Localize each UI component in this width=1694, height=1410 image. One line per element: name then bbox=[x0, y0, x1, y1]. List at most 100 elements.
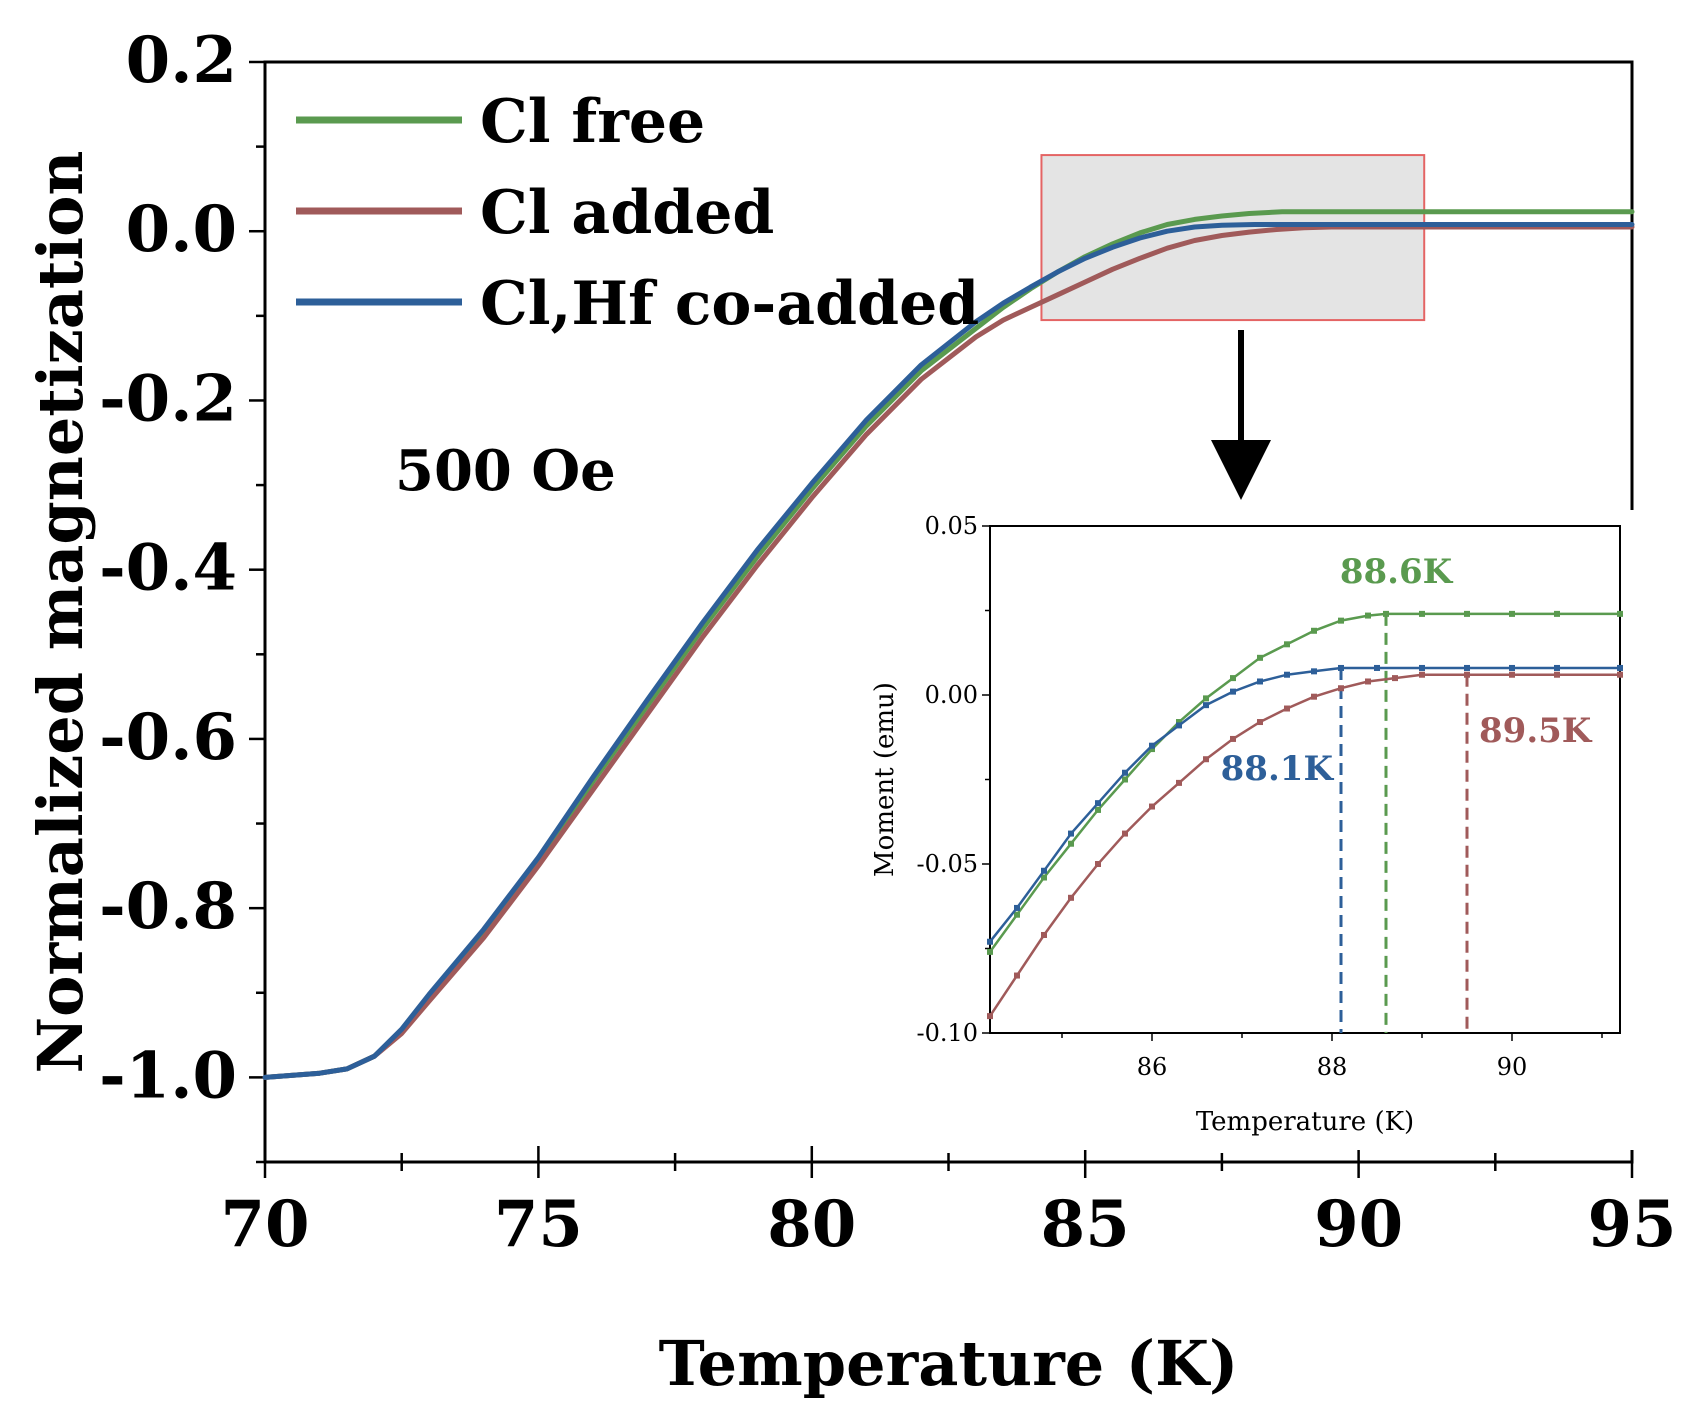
inset-y-axis-title: Moment (emu) bbox=[870, 682, 900, 877]
inset-data-point bbox=[1122, 776, 1128, 783]
inset-data-point bbox=[987, 938, 993, 945]
inset-data-point bbox=[1068, 830, 1074, 837]
legend-label: Cl,Hf co-added bbox=[480, 269, 979, 339]
inset-data-point bbox=[1149, 803, 1155, 810]
inset-series bbox=[987, 610, 1623, 1020]
inset-markers: 88.6K 88.1K 89.5K bbox=[1221, 552, 1593, 1033]
legend-label: Cl added bbox=[480, 178, 774, 248]
inset-data-point bbox=[1041, 874, 1047, 881]
inset-data-point bbox=[1554, 671, 1560, 678]
field-annotation: 500 Oe bbox=[395, 438, 616, 504]
inset-data-point bbox=[1338, 685, 1344, 692]
inset-data-point bbox=[1203, 695, 1209, 702]
inset-x-tick-label: 88 bbox=[1317, 1053, 1348, 1081]
inset-data-point bbox=[1617, 664, 1623, 671]
inset-data-point bbox=[1374, 664, 1380, 671]
main-ticks bbox=[249, 60, 1634, 1178]
inset-x-tick-label: 90 bbox=[1497, 1053, 1528, 1081]
inset-y-tick-label: 0.05 bbox=[925, 512, 978, 540]
main-y-tick-label: -1.0 bbox=[99, 1038, 237, 1113]
inset-data-point bbox=[1068, 894, 1074, 901]
inset-data-point bbox=[1419, 664, 1425, 671]
inset-data-point bbox=[1095, 800, 1101, 807]
inset-data-point bbox=[1464, 671, 1470, 678]
inset-data-point bbox=[1122, 830, 1128, 837]
inset-data-point bbox=[1365, 678, 1371, 685]
main-x-axis-title: Temperature (K) bbox=[659, 1327, 1239, 1400]
inset-data-point bbox=[1203, 702, 1209, 709]
main-chart: 70 75 80 85 90 95 0.20.0-0.2-0.4-0.6-0.8-1.0 … bbox=[24, 23, 1677, 1400]
main-y-tick-label: 0.0 bbox=[126, 192, 237, 267]
inset-data-point bbox=[1509, 664, 1515, 671]
inset-data-point bbox=[1095, 806, 1101, 813]
inset-marker-label: 89.5K bbox=[1479, 711, 1593, 751]
inset-data-point bbox=[1509, 671, 1515, 678]
inset-data-point bbox=[1554, 610, 1560, 617]
inset-data-point bbox=[1149, 742, 1155, 749]
main-y-tick-label: -0.4 bbox=[99, 531, 237, 606]
inset-ticks bbox=[982, 525, 1603, 1041]
inset-y-tick-label: 0.00 bbox=[925, 681, 978, 709]
main-y-tick-label: 0.2 bbox=[126, 23, 237, 98]
inset-data-point bbox=[1419, 671, 1425, 678]
inset-x-tick-labels: 86 88 90 bbox=[1137, 1053, 1528, 1081]
main-x-tick-label: 75 bbox=[494, 1187, 583, 1262]
main-x-tick-label: 85 bbox=[1041, 1187, 1130, 1262]
inset-data-point bbox=[987, 1013, 993, 1020]
legend-label: Cl free bbox=[480, 87, 705, 157]
inset-data-point bbox=[1464, 610, 1470, 617]
inset-chart: 86 88 90 0.05 0.00 -0.05 -0.10 88.6K 88.1K 89.5… bbox=[870, 510, 1640, 1150]
inset-data-point bbox=[1338, 617, 1344, 624]
inset-data-point bbox=[1554, 664, 1560, 671]
inset-data-point bbox=[1257, 654, 1263, 661]
main-x-tick-label: 80 bbox=[767, 1187, 856, 1262]
main-series bbox=[262, 209, 1635, 1080]
inset-data-point bbox=[1311, 693, 1317, 700]
inset-data-point bbox=[1230, 675, 1236, 682]
inset-data-point bbox=[1383, 610, 1389, 617]
inset-data-point bbox=[1041, 867, 1047, 874]
inset-data-point bbox=[1338, 664, 1344, 671]
main-y-tick-labels: 0.2 0.0 -0.2 -0.4 -0.6 -0.8 -1.0 bbox=[99, 23, 237, 1113]
inset-data-point bbox=[1230, 735, 1236, 742]
inset-data-point bbox=[1392, 675, 1398, 682]
inset-data-point bbox=[1176, 779, 1182, 786]
inset-data-point bbox=[1068, 840, 1074, 847]
highlight-box bbox=[1040, 154, 1426, 322]
inset-data-point bbox=[1149, 746, 1155, 753]
inset-data-point bbox=[1257, 719, 1263, 726]
inset-marker-label: 88.1K bbox=[1221, 749, 1335, 789]
inset-series-line bbox=[989, 666, 1620, 943]
main-y-tick-label: -0.8 bbox=[99, 869, 237, 944]
inset-data-point bbox=[1284, 641, 1290, 648]
inset-data-point bbox=[1176, 719, 1182, 726]
inset-data-point bbox=[1311, 627, 1317, 634]
main-y-tick-label: -0.6 bbox=[99, 700, 237, 775]
inset-data-point bbox=[1041, 931, 1047, 938]
inset-data-point bbox=[1230, 688, 1236, 695]
main-y-tick-label: -0.2 bbox=[99, 361, 237, 436]
inset-data-point bbox=[1284, 671, 1290, 678]
inset-data-point bbox=[1014, 911, 1020, 918]
inset-data-point bbox=[1509, 610, 1515, 617]
inset-y-tick-labels: 0.05 0.00 -0.05 -0.10 bbox=[916, 512, 978, 1047]
inset-data-point bbox=[1419, 610, 1425, 617]
inset-data-point bbox=[1365, 612, 1371, 619]
inset-data-point bbox=[1014, 904, 1020, 911]
inset-data-point bbox=[1617, 671, 1623, 678]
inset-marker-label: 88.6K bbox=[1340, 552, 1454, 592]
inset-data-point bbox=[1311, 668, 1317, 675]
inset-data-point bbox=[1014, 972, 1020, 979]
inset-data-point bbox=[1122, 769, 1128, 776]
inset-y-tick-label: -0.10 bbox=[916, 1019, 978, 1047]
inset-data-point bbox=[1257, 678, 1263, 685]
main-x-tick-label: 90 bbox=[1314, 1187, 1403, 1262]
inset-data-point bbox=[1617, 610, 1623, 617]
inset-data-point bbox=[1095, 861, 1101, 867]
inset-data-point bbox=[1176, 722, 1182, 729]
main-y-axis-title: Normalized magnetization bbox=[24, 150, 97, 1073]
main-x-tick-labels: 70 75 80 85 90 95 bbox=[220, 1187, 1676, 1262]
inset-data-point bbox=[1464, 664, 1470, 671]
inset-data-point bbox=[987, 948, 993, 955]
